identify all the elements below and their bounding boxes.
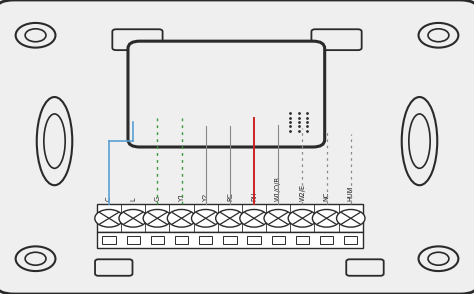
FancyBboxPatch shape (128, 41, 325, 147)
Bar (223, 236, 237, 245)
Text: RH: RH (251, 192, 257, 201)
Circle shape (428, 252, 449, 265)
Text: L: L (130, 198, 136, 201)
Bar (272, 236, 285, 245)
Text: C: C (106, 197, 112, 201)
Circle shape (16, 246, 55, 271)
Text: W2/E: W2/E (300, 184, 305, 201)
Text: NC: NC (324, 192, 329, 201)
Bar (102, 236, 116, 245)
Bar (199, 236, 212, 245)
Bar (97, 204, 363, 232)
FancyBboxPatch shape (311, 29, 362, 50)
Circle shape (119, 209, 147, 227)
Circle shape (312, 209, 341, 227)
Circle shape (264, 209, 292, 227)
Circle shape (419, 23, 458, 48)
Circle shape (143, 209, 172, 227)
Ellipse shape (44, 114, 65, 168)
Text: W1/O/B: W1/O/B (275, 176, 281, 201)
Ellipse shape (37, 97, 72, 185)
Bar (320, 236, 333, 245)
FancyBboxPatch shape (346, 259, 383, 276)
Bar (151, 236, 164, 245)
Bar (296, 236, 309, 245)
FancyBboxPatch shape (95, 259, 132, 276)
Circle shape (288, 209, 317, 227)
Ellipse shape (409, 114, 430, 168)
Bar (127, 236, 140, 245)
Bar (175, 236, 188, 245)
Circle shape (191, 209, 220, 227)
Circle shape (419, 246, 458, 271)
Text: Y1: Y1 (179, 193, 184, 201)
Circle shape (25, 252, 46, 265)
Text: HUM: HUM (348, 186, 354, 201)
FancyBboxPatch shape (112, 29, 163, 50)
Text: Y2: Y2 (203, 193, 209, 201)
Text: G: G (155, 196, 160, 201)
Circle shape (337, 209, 365, 227)
Circle shape (240, 209, 268, 227)
Circle shape (167, 209, 196, 227)
Bar (247, 236, 261, 245)
Circle shape (16, 23, 55, 48)
Circle shape (428, 29, 449, 42)
Circle shape (95, 209, 123, 227)
Bar (97, 232, 363, 248)
Ellipse shape (402, 97, 437, 185)
Bar (344, 236, 357, 245)
Circle shape (216, 209, 244, 227)
Text: RC: RC (227, 193, 233, 201)
Circle shape (25, 29, 46, 42)
